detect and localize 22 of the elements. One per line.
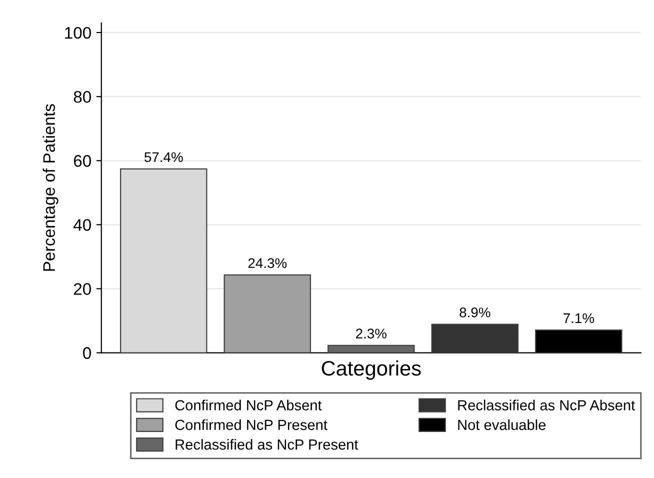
bar [120, 168, 208, 353]
y-tick-label: 0 [83, 347, 91, 359]
bar [328, 344, 415, 353]
y-tick-label: 100 [65, 26, 91, 39]
y-tick-label: 20 [74, 283, 91, 295]
bar [224, 274, 311, 353]
legend-label: Confirmed NcP Absent [175, 400, 322, 410]
data-label: 2.3% [356, 328, 386, 338]
legend-label: Confirmed NcP Present [175, 419, 328, 430]
y-axis-title: Percentage of Patients [42, 104, 58, 271]
y-tick-label: 60 [74, 155, 91, 167]
data-label: 24.3% [248, 258, 287, 268]
x-axis-title: Categories [322, 360, 421, 380]
legend-label: Reclassified as NcP Present [176, 439, 358, 450]
data-label: 57.4% [144, 152, 183, 162]
y-tick-label: 80 [74, 90, 91, 103]
data-label: 7.1% [564, 313, 594, 324]
bar [431, 324, 519, 353]
legend-label: Reclassified as NcP Absent [458, 400, 635, 410]
y-tick-label: 40 [73, 219, 91, 231]
legend-label: Not evaluable [458, 419, 546, 430]
data-label: 8.9% [460, 308, 490, 318]
